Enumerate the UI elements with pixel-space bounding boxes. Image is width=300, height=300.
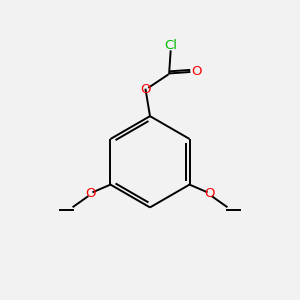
Text: O: O [140, 83, 151, 96]
Text: Cl: Cl [164, 39, 177, 52]
Text: O: O [191, 65, 202, 79]
Text: O: O [204, 187, 215, 200]
Text: O: O [85, 187, 96, 200]
